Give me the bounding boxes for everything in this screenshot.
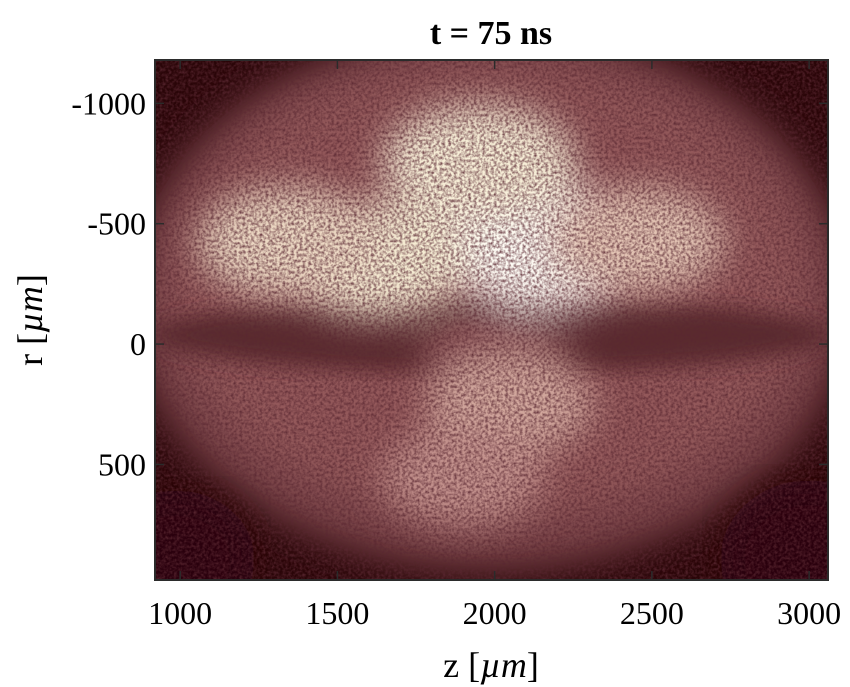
chart-title: t = 75 ns bbox=[430, 15, 552, 52]
plot-area bbox=[155, 60, 828, 580]
x-tick-label: 1000 bbox=[148, 595, 212, 631]
y-tick-label: 500 bbox=[98, 446, 146, 482]
y-tick-label: -1000 bbox=[71, 85, 146, 121]
y-tick-label: 0 bbox=[130, 326, 146, 362]
x-tick-label: 3000 bbox=[777, 595, 841, 631]
plot-frame bbox=[154, 59, 829, 581]
x-axis-label: z [µm] bbox=[443, 645, 539, 685]
x-tick-label: 2500 bbox=[620, 595, 684, 631]
x-tick-label: 2000 bbox=[463, 595, 527, 631]
y-ticks: -1000 -500 0 500 bbox=[71, 85, 828, 482]
x-tick-label: 1500 bbox=[305, 595, 369, 631]
noise-texture bbox=[155, 60, 828, 580]
x-ticks: 1000 1500 2000 2500 3000 bbox=[148, 60, 841, 631]
y-tick-label: -500 bbox=[87, 206, 146, 242]
y-axis-label: r [µm] bbox=[10, 274, 50, 366]
